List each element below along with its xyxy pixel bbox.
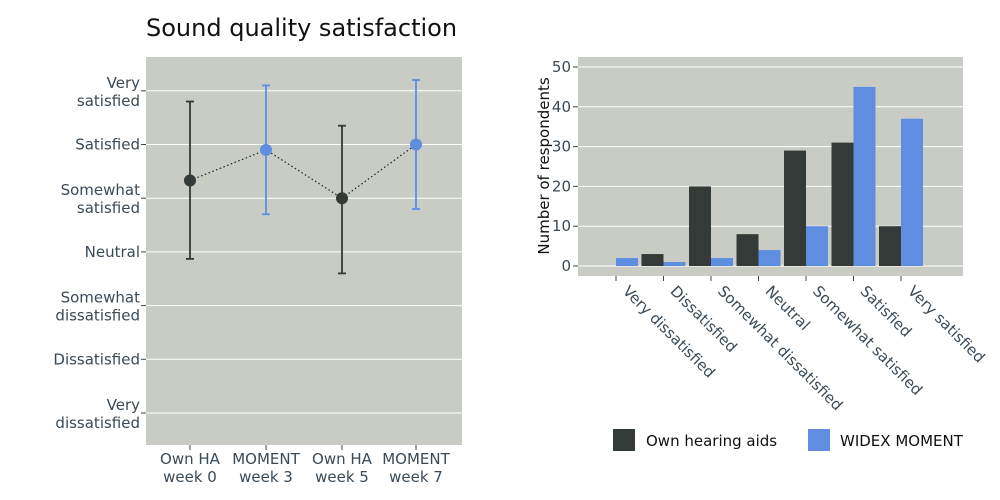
right-y-tick-label: 10	[552, 217, 571, 235]
left-points	[184, 138, 422, 205]
bar-own-hearing-aids-neutral	[736, 234, 759, 266]
right-chart: 0 10 20 30 40 50 Very dissatisfiedDissatisfie…	[535, 57, 988, 451]
right-y-ticks: 0 10 20 30 40 50	[552, 58, 578, 275]
right-y-tick-label: 0	[561, 257, 571, 275]
left-y-tick-label-very-satisfied: Very satisfied	[77, 74, 140, 110]
left-y-tick-label-somewhat-satisfied: Somewhat satisfied	[61, 181, 141, 217]
legend-label-own-hearing-aids: Own hearing aids	[646, 432, 777, 450]
right-x-tick-label-very-satisfied: Very satisfied	[904, 282, 988, 366]
left-y-tick-label-very-dissatisfied: Very dissatisfied	[55, 396, 140, 432]
left-plot-background	[146, 57, 462, 445]
data-point	[184, 174, 196, 187]
data-point	[260, 143, 272, 156]
right-y-tick-label: 20	[552, 177, 571, 195]
bar-widex-moment-very-satisfied	[901, 118, 923, 267]
data-point	[336, 192, 348, 205]
left-y-tick-label-dissatisfied: Dissatisfied	[53, 350, 140, 368]
left-connector	[189, 144, 417, 199]
right-y-tick-label: 50	[552, 58, 571, 76]
bar-own-hearing-aids-satisfied	[831, 142, 854, 266]
left-x-tick-label-own-ha-week-5: Own HA week 5	[312, 450, 373, 486]
left-y-ticks: Very dissatisfied Dissatisfied Somewhat diss…	[53, 74, 146, 432]
data-point	[410, 138, 422, 151]
left-grid	[146, 90, 462, 414]
legend: Own hearing aids WIDEX MOMENT	[613, 429, 964, 451]
left-chart: Sound quality satisfaction Very dissatisf…	[53, 14, 462, 486]
right-y-axis-title: Number of respondents	[535, 77, 553, 254]
left-x-tick-label-moment-week-7: MOMENT week 7	[382, 450, 450, 486]
left-y-tick-label-somewhat-dissatisfied: Somewhat dissatisfied	[55, 289, 140, 325]
bar-own-hearing-aids-somewhat-dissatisfied	[689, 186, 711, 266]
left-y-tick-label-satisfied: Satisfied	[75, 136, 140, 154]
right-bars	[616, 86, 923, 267]
bar-widex-moment-somewhat-dissatisfied	[711, 258, 733, 266]
left-connector-line	[189, 144, 417, 199]
left-x-tick-label-own-ha-week-0: Own HA week 0	[160, 450, 221, 486]
bar-own-hearing-aids-dissatisfied	[641, 254, 664, 266]
bar-widex-moment-neutral	[758, 250, 781, 266]
bar-widex-moment-dissatisfied	[663, 262, 686, 266]
left-x-tick-label-moment-week-3: MOMENT week 3	[232, 450, 300, 486]
bar-own-hearing-aids-very-satisfied	[879, 226, 901, 266]
bar-own-hearing-aids-somewhat-satisfied	[784, 150, 806, 266]
legend-swatch-own-hearing-aids	[613, 429, 635, 451]
bar-widex-moment-satisfied	[853, 86, 876, 267]
left-chart-title: Sound quality satisfaction	[146, 14, 457, 42]
right-y-tick-label: 30	[552, 138, 571, 156]
left-y-tick-label-neutral: Neutral	[85, 243, 140, 261]
bar-widex-moment-somewhat-satisfied	[806, 226, 828, 266]
legend-label-widex-moment: WIDEX MOMENT	[840, 432, 964, 450]
legend-swatch-widex-moment	[808, 429, 830, 451]
bar-widex-moment-very-dissatisfied	[616, 258, 638, 266]
right-y-tick-label: 40	[552, 98, 571, 116]
left-x-ticks: Own HA week 0 MOMENT week 3 Own HA week 5MOME…	[160, 445, 451, 486]
